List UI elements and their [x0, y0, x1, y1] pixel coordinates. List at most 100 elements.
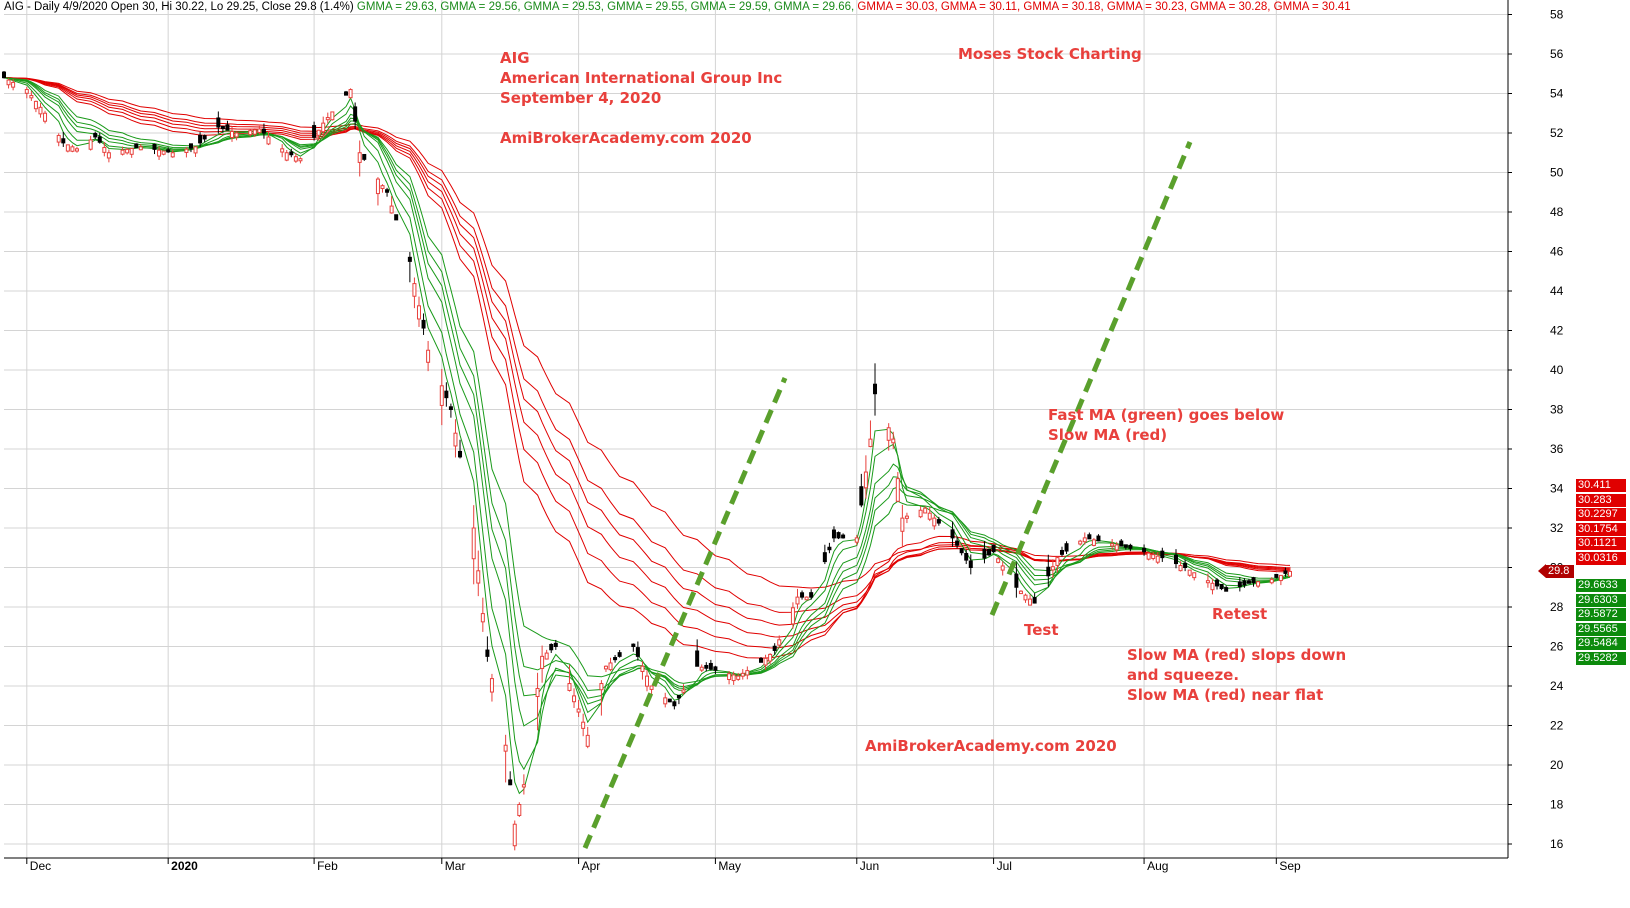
candle-body — [134, 143, 139, 149]
trendline-1 — [582, 377, 788, 849]
candle-body — [298, 158, 303, 162]
candle-body — [220, 125, 225, 130]
candle-body — [891, 438, 896, 444]
candle-body — [1251, 577, 1256, 584]
candle-body — [389, 205, 394, 214]
fast-ma-group — [3, 77, 1291, 795]
candle-body — [1242, 580, 1247, 586]
y-tick-label: 46 — [1550, 245, 1564, 259]
candle-body — [1128, 544, 1133, 549]
y-tick-label: 28 — [1550, 600, 1564, 614]
candle-body — [29, 94, 34, 99]
y-tick-label: 34 — [1550, 482, 1564, 496]
candle-body — [854, 537, 859, 543]
candle-body — [353, 106, 358, 122]
candle-body — [1173, 554, 1178, 565]
candle-body — [38, 106, 43, 115]
candle-body — [1274, 573, 1279, 578]
candle-body — [1246, 580, 1251, 584]
candle-body — [795, 596, 800, 605]
fast-ma-line — [3, 77, 1291, 727]
title-line-symbol: AIG — [500, 49, 530, 67]
candle-body — [1215, 579, 1220, 587]
candle-body — [1119, 540, 1124, 547]
candle-body — [1032, 597, 1037, 604]
candle-body — [362, 153, 367, 160]
candle-body — [740, 672, 745, 677]
slow-ma-line-2: and squeeze. — [1127, 666, 1240, 684]
x-tick-label: Jul — [997, 859, 1012, 873]
candle-body — [1064, 543, 1069, 552]
slow-ma-line-1: Slow MA (red) slops down — [1127, 646, 1347, 664]
candle-body — [252, 129, 257, 135]
candle-body — [125, 148, 130, 154]
candle-body — [448, 406, 453, 411]
slow-ma-line-3: Slow MA (red) near flat — [1127, 686, 1324, 704]
price-tag: 30.0316 — [1576, 551, 1626, 565]
candle-body — [991, 544, 996, 553]
candle-body — [129, 148, 134, 155]
candle-body — [822, 552, 827, 563]
gmma-value: GMMA = 29.66, — [770, 1, 855, 13]
candle-body — [1023, 594, 1028, 601]
candle-body — [1269, 578, 1274, 584]
candle-body — [1078, 540, 1083, 545]
candle-body — [996, 558, 1001, 563]
candle-body — [681, 689, 686, 693]
candle-body — [540, 655, 545, 669]
candle-body — [585, 734, 590, 747]
candle-body — [330, 111, 335, 121]
candle-body — [804, 596, 809, 601]
candle-body — [517, 804, 522, 816]
watermark-bottom: AmiBrokerAcademy.com 2020 — [865, 737, 1117, 755]
candle-body — [576, 708, 581, 713]
current-price-tag: 29.8 — [1546, 565, 1574, 578]
candle-body — [608, 662, 613, 671]
candle-body — [357, 152, 362, 163]
x-tick-label: Dec — [30, 859, 51, 873]
candle-body — [521, 784, 526, 788]
candle-body — [645, 675, 649, 687]
candle-body — [904, 515, 909, 519]
x-tick-label: 2020 — [171, 859, 198, 873]
x-tick-label: May — [718, 859, 741, 873]
candle-body — [1283, 570, 1288, 574]
gmma-value: GMMA = 29.63, — [356, 1, 438, 13]
fast-ma-line — [3, 77, 1291, 771]
y-tick-label: 48 — [1550, 205, 1564, 219]
candle-body — [572, 695, 577, 703]
trendline-2 — [989, 141, 1193, 616]
candle-body — [1210, 582, 1215, 591]
candle-body — [102, 146, 107, 153]
candle-body — [831, 529, 836, 539]
y-tick-label: 26 — [1550, 640, 1564, 654]
candle-body — [950, 529, 955, 539]
gmma-value: GMMA = 29.56, — [437, 1, 521, 13]
candle-body — [503, 744, 508, 752]
candle-body — [635, 647, 640, 657]
y-tick-label: 40 — [1550, 363, 1564, 377]
candle-body — [708, 662, 713, 670]
candle-body — [407, 256, 412, 262]
candle-body — [932, 517, 937, 527]
candle-body — [1055, 557, 1060, 566]
candle-body — [713, 666, 718, 671]
watermark-top: AmiBrokerAcademy.com 2020 — [500, 129, 752, 147]
candle-body — [900, 517, 905, 532]
y-tick-label: 24 — [1550, 679, 1564, 693]
candle-body — [768, 653, 773, 662]
candle-body — [599, 683, 604, 691]
retest-label: Retest — [1212, 605, 1268, 623]
test-label: Test — [1024, 621, 1059, 639]
candle-body — [736, 675, 741, 680]
candle-body — [2, 71, 6, 79]
candle-body — [936, 519, 941, 524]
y-tick-label: 22 — [1550, 719, 1564, 733]
candle-body — [380, 185, 385, 189]
y-tick-label: 54 — [1550, 87, 1564, 101]
x-tick-label: Mar — [445, 859, 466, 873]
candle-body — [157, 149, 162, 157]
candle-body — [859, 486, 864, 506]
candle-body — [567, 683, 572, 691]
gmma-value: GMMA = 30.41 — [1270, 1, 1351, 13]
